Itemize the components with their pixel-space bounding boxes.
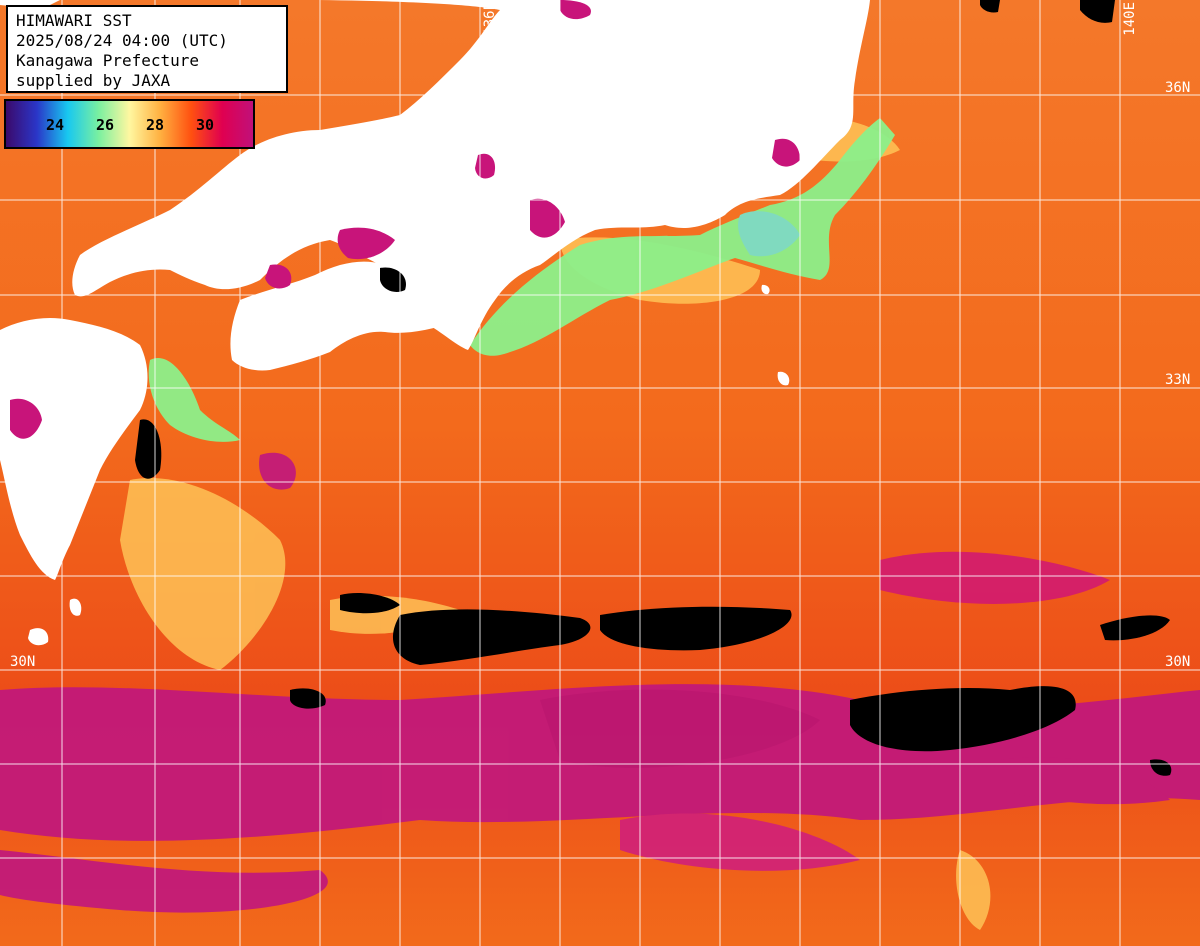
legend-tick-28: 28 bbox=[146, 116, 165, 134]
bay-warm-patches bbox=[10, 0, 800, 439]
data-source: supplied by JAXA bbox=[16, 71, 171, 90]
lat-label-36n: 36N bbox=[1165, 80, 1191, 96]
legend-gradient bbox=[6, 101, 253, 147]
organization: Kanagawa Prefecture bbox=[16, 51, 200, 70]
lat-label-30n-right: 30N bbox=[1165, 654, 1191, 670]
lon-label-136e: 136E bbox=[482, 2, 498, 36]
legend-tick-24: 24 bbox=[46, 116, 65, 134]
lat-label-33n: 33N bbox=[1165, 372, 1191, 388]
cloud-cover bbox=[135, 0, 1172, 776]
legend-tick-30: 30 bbox=[196, 116, 215, 134]
product-title: HIMAWARI SST bbox=[16, 11, 132, 30]
color-legend: 24 26 28 30 bbox=[4, 99, 255, 149]
lat-label-30n-left: 30N bbox=[10, 654, 36, 670]
info-panel: HIMAWARI SST 2025/08/24 04:00 (UTC) Kana… bbox=[6, 5, 288, 93]
legend-tick-26: 26 bbox=[96, 116, 115, 134]
lon-label-140e: 140E bbox=[1122, 2, 1138, 36]
timestamp: 2025/08/24 04:00 (UTC) bbox=[16, 31, 228, 50]
lat-label-33n-left: 33 bbox=[10, 372, 27, 388]
